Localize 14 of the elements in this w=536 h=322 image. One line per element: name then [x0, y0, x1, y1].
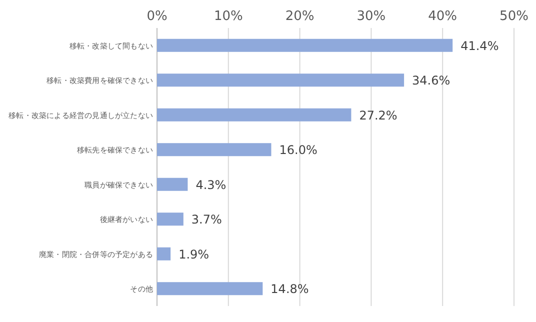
tick-label: 10% [214, 9, 243, 24]
value-label: 1.9% [178, 247, 210, 262]
tick-label: 40% [428, 9, 458, 24]
tick-label: 0% [146, 9, 168, 24]
tick-label: 20% [285, 9, 314, 24]
value-label: 41.4% [460, 38, 499, 53]
tick-label: 50% [500, 9, 528, 24]
tick-label: 30% [356, 9, 386, 24]
value-label: 14.8% [270, 282, 309, 296]
value-label: 34.6% [412, 74, 450, 88]
value-label: 3.7% [191, 212, 222, 227]
value-label: 4.3% [196, 178, 226, 192]
value-label: 27.2% [359, 108, 398, 122]
value-label: 16.0% [279, 143, 318, 158]
